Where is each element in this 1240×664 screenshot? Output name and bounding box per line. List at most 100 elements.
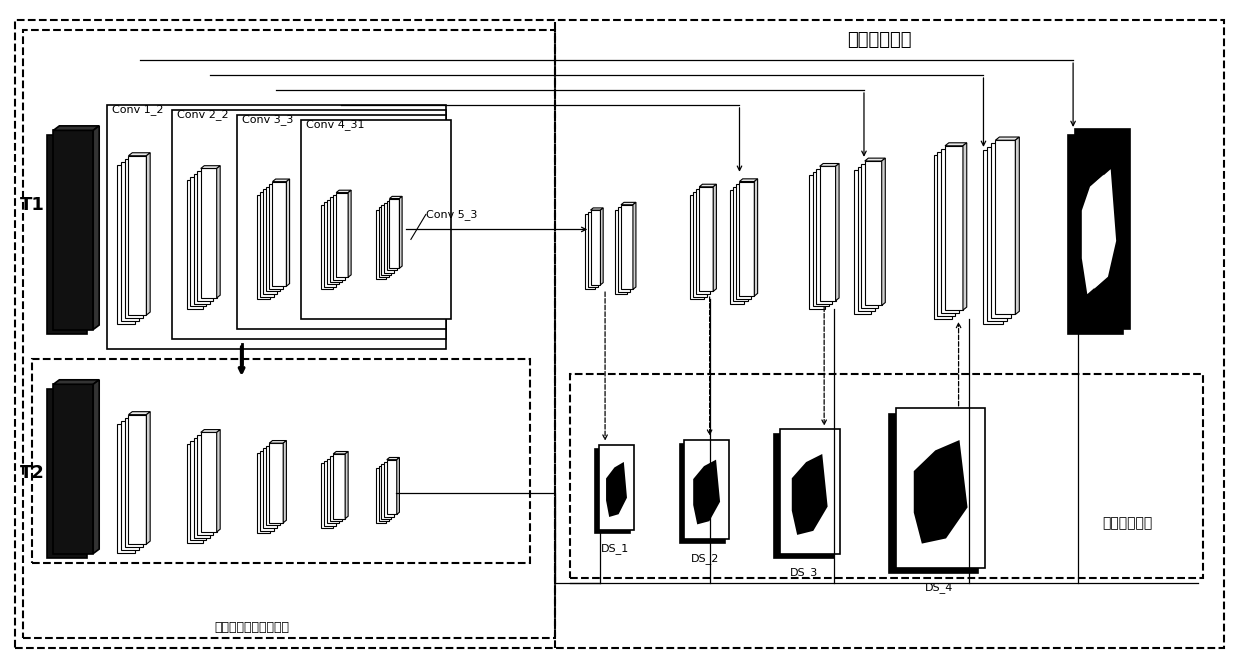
Polygon shape: [197, 171, 213, 301]
Polygon shape: [286, 179, 290, 286]
Polygon shape: [201, 169, 217, 298]
Polygon shape: [334, 195, 345, 280]
Text: 共享深度特征提取网络: 共享深度特征提取网络: [215, 622, 289, 634]
Polygon shape: [117, 424, 135, 553]
Polygon shape: [754, 179, 758, 296]
Polygon shape: [93, 126, 99, 329]
Polygon shape: [389, 199, 399, 268]
Polygon shape: [945, 143, 967, 146]
Polygon shape: [996, 137, 1019, 140]
Text: T2: T2: [20, 464, 45, 483]
Polygon shape: [737, 184, 751, 299]
Polygon shape: [387, 457, 399, 459]
Polygon shape: [387, 459, 397, 515]
Polygon shape: [816, 169, 832, 303]
Polygon shape: [792, 454, 827, 535]
Bar: [172, 110, 445, 339]
Polygon shape: [599, 445, 634, 530]
Polygon shape: [820, 166, 836, 301]
Polygon shape: [217, 430, 221, 532]
Polygon shape: [125, 159, 143, 318]
Polygon shape: [854, 170, 870, 314]
Text: Conv 5_3: Conv 5_3: [425, 209, 477, 220]
Polygon shape: [267, 446, 280, 525]
Polygon shape: [330, 197, 342, 282]
Polygon shape: [632, 203, 636, 290]
Polygon shape: [780, 429, 839, 554]
Polygon shape: [269, 440, 286, 443]
Polygon shape: [696, 189, 711, 294]
Polygon shape: [934, 155, 951, 319]
Polygon shape: [129, 414, 146, 544]
Polygon shape: [588, 212, 598, 287]
Polygon shape: [267, 187, 280, 291]
Polygon shape: [273, 182, 286, 286]
Polygon shape: [820, 163, 839, 166]
Polygon shape: [120, 420, 139, 550]
Text: DS_3: DS_3: [790, 568, 818, 578]
Polygon shape: [389, 197, 402, 199]
Polygon shape: [321, 205, 334, 290]
Polygon shape: [190, 177, 206, 306]
Polygon shape: [53, 130, 93, 329]
Polygon shape: [273, 179, 290, 182]
Polygon shape: [376, 210, 386, 280]
Polygon shape: [699, 187, 713, 291]
Polygon shape: [983, 150, 1003, 324]
Polygon shape: [618, 207, 630, 291]
Polygon shape: [382, 464, 392, 519]
Polygon shape: [129, 156, 146, 315]
Polygon shape: [378, 466, 388, 521]
Polygon shape: [397, 457, 399, 515]
Polygon shape: [257, 195, 270, 299]
Polygon shape: [739, 179, 758, 181]
Bar: [301, 120, 450, 319]
Polygon shape: [378, 207, 388, 277]
Polygon shape: [996, 140, 1016, 315]
Bar: [237, 115, 445, 329]
Polygon shape: [600, 208, 603, 285]
Text: DS_4: DS_4: [925, 582, 952, 594]
Polygon shape: [590, 210, 600, 285]
Text: 变化检测网络: 变化检测网络: [847, 31, 911, 49]
Bar: [22, 31, 556, 637]
Polygon shape: [269, 443, 283, 523]
Polygon shape: [327, 459, 340, 523]
Polygon shape: [945, 146, 963, 310]
Polygon shape: [733, 187, 748, 301]
Polygon shape: [836, 163, 839, 301]
Polygon shape: [914, 440, 967, 544]
Polygon shape: [324, 461, 336, 526]
Polygon shape: [321, 463, 334, 528]
Polygon shape: [120, 162, 139, 321]
Polygon shape: [864, 158, 885, 161]
Polygon shape: [621, 205, 632, 290]
Polygon shape: [713, 184, 717, 291]
Polygon shape: [684, 440, 729, 539]
Polygon shape: [53, 126, 99, 130]
Polygon shape: [889, 414, 978, 573]
Text: Conv 1_2: Conv 1_2: [112, 104, 164, 116]
Text: DS_1: DS_1: [601, 542, 629, 554]
Polygon shape: [47, 388, 87, 558]
Polygon shape: [862, 164, 878, 308]
Polygon shape: [257, 454, 270, 533]
Bar: [32, 359, 531, 563]
Polygon shape: [53, 380, 99, 384]
Polygon shape: [585, 214, 595, 290]
Polygon shape: [93, 380, 99, 554]
Polygon shape: [689, 195, 703, 299]
Polygon shape: [201, 432, 217, 532]
Polygon shape: [937, 152, 955, 316]
Polygon shape: [621, 203, 636, 205]
Polygon shape: [327, 200, 340, 284]
Polygon shape: [146, 412, 150, 544]
Polygon shape: [336, 190, 351, 193]
Polygon shape: [201, 430, 221, 432]
Polygon shape: [125, 418, 143, 547]
Polygon shape: [963, 143, 967, 310]
Polygon shape: [334, 452, 348, 454]
Polygon shape: [187, 180, 203, 309]
Polygon shape: [882, 158, 885, 305]
Text: Conv 4_31: Conv 4_31: [306, 120, 365, 130]
